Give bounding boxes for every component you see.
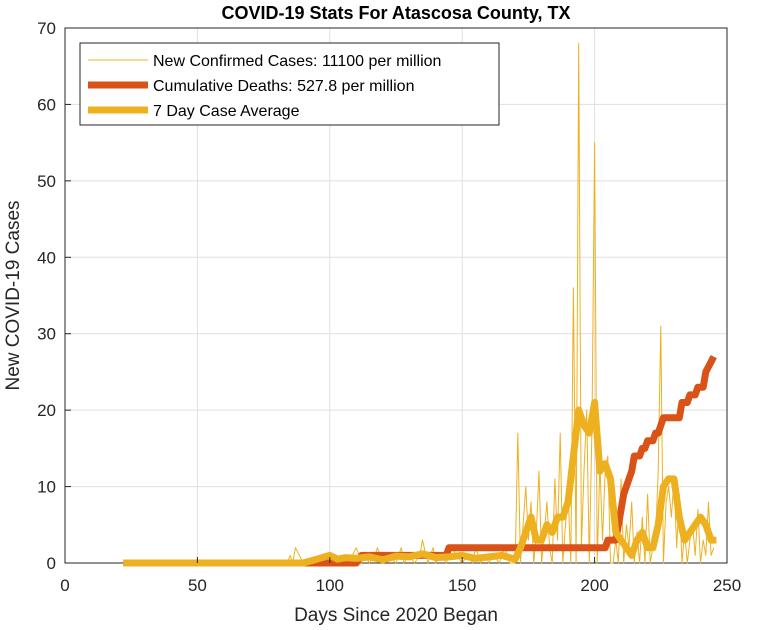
x-tick-label: 200 — [580, 576, 608, 595]
legend-item-new-cases-label: New Confirmed Cases: 11100 per million — [153, 53, 441, 70]
legend-item-seven-day-average-label: 7 Day Case Average — [153, 103, 300, 120]
y-tick-label: 0 — [47, 554, 56, 573]
y-tick-label: 20 — [37, 401, 56, 420]
x-tick-label: 250 — [713, 576, 741, 595]
y-tick-label: 40 — [37, 248, 56, 267]
x-tick-label: 150 — [448, 576, 476, 595]
x-tick-label: 0 — [60, 576, 69, 595]
y-tick-label: 30 — [37, 325, 56, 344]
y-axis-label: New COVID-19 Cases — [3, 200, 24, 390]
y-tick-label: 70 — [37, 19, 56, 38]
axis-ticks: 0 50 100 150 200 250 0 10 20 30 40 50 60 70 — [37, 19, 741, 595]
x-axis-label: Days Since 2020 Began — [294, 605, 498, 626]
x-tick-label: 100 — [316, 576, 344, 595]
y-tick-label: 10 — [37, 478, 56, 497]
y-tick-label: 60 — [37, 95, 56, 114]
legend: New Confirmed Cases: 11100 per million Cu… — [79, 42, 500, 126]
legend-item-cumulative-deaths-label: Cumulative Deaths: 527.8 per million — [153, 78, 414, 95]
legend-box — [79, 42, 500, 126]
y-tick-label: 50 — [37, 172, 56, 191]
x-tick-label: 50 — [188, 576, 207, 595]
chart-title: COVID-19 Stats For Atascosa County, TX — [221, 3, 570, 23]
seven-day-average-series-line — [123, 399, 717, 567]
series-layer — [123, 42, 717, 567]
